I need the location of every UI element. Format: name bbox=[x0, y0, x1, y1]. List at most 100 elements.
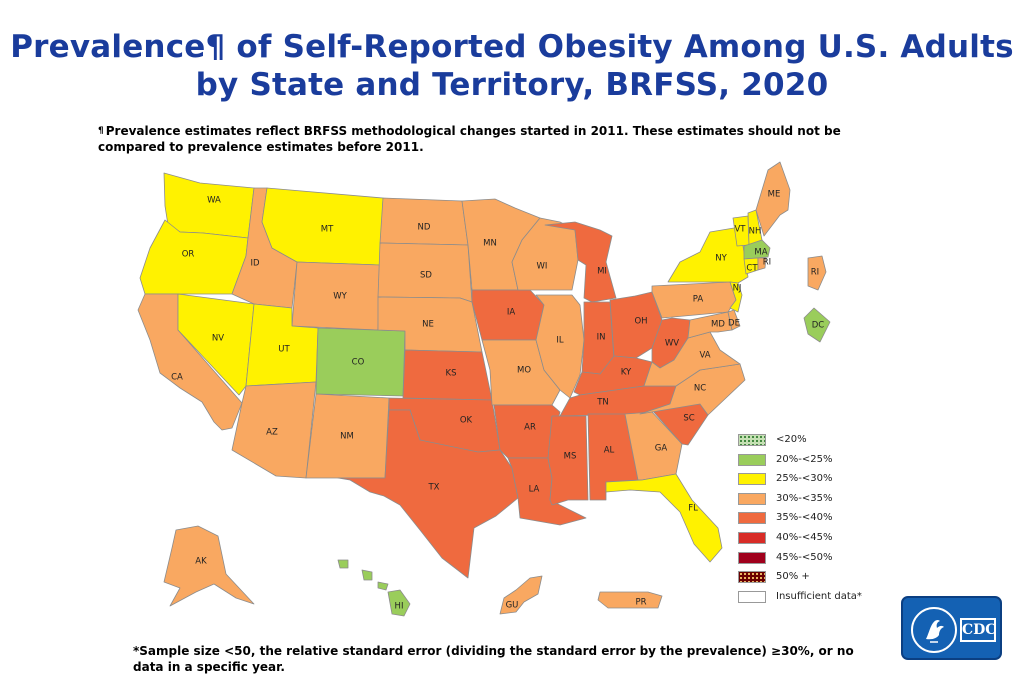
state-wa[interactable] bbox=[163, 172, 255, 239]
state-ak[interactable] bbox=[163, 525, 255, 607]
state-nd[interactable] bbox=[379, 197, 469, 246]
label-fl: FL bbox=[688, 504, 698, 514]
hhs-seal-icon bbox=[911, 607, 957, 653]
legend-swatch bbox=[738, 571, 766, 584]
state-ri[interactable] bbox=[757, 257, 767, 271]
state-nv[interactable] bbox=[177, 293, 255, 396]
label-de: DE bbox=[728, 319, 740, 329]
title-line-2: by State and Territory, BRFSS, 2020 bbox=[195, 67, 829, 103]
legend-swatch bbox=[738, 492, 766, 505]
label-ca: CA bbox=[171, 373, 183, 383]
label-sd: SD bbox=[420, 271, 432, 281]
state-hi[interactable] bbox=[387, 589, 411, 617]
legend-label: 40%-<45% bbox=[776, 531, 833, 543]
label-ia: IA bbox=[507, 308, 516, 318]
legend-label: 20%-<25% bbox=[776, 453, 833, 465]
methodology-footnote: ¶ Prevalence estimates reflect BRFSS meth… bbox=[98, 123, 898, 155]
label-ok: OK bbox=[460, 416, 473, 426]
legend-item: <20% bbox=[738, 432, 878, 452]
legend-swatch bbox=[738, 551, 766, 564]
label-mn: MN bbox=[483, 239, 497, 249]
label-ut: UT bbox=[278, 345, 290, 355]
legend-swatch bbox=[738, 434, 766, 446]
label-pa: PA bbox=[693, 295, 704, 305]
state-wi[interactable] bbox=[511, 217, 579, 291]
label-wi: WI bbox=[537, 262, 548, 272]
label-hi: HI bbox=[395, 602, 404, 612]
label-ms: MS bbox=[564, 452, 577, 462]
state-ma[interactable] bbox=[743, 239, 771, 260]
footnote-symbol: ¶ bbox=[98, 126, 104, 136]
legend-item: 35%-<40% bbox=[738, 510, 878, 530]
label-nj: NJ bbox=[733, 284, 742, 294]
label-ak: AK bbox=[195, 557, 207, 567]
cdc-logo: CDC bbox=[901, 596, 1002, 660]
legend-swatch bbox=[738, 590, 766, 603]
legend-item: 40%-<45% bbox=[738, 530, 878, 550]
state-ms[interactable] bbox=[547, 415, 589, 506]
label-la: LA bbox=[529, 485, 540, 495]
label-al: AL bbox=[604, 446, 615, 456]
state-tx[interactable] bbox=[337, 409, 519, 579]
label-vt: VT bbox=[734, 225, 746, 235]
label-va: VA bbox=[699, 351, 710, 361]
us-obesity-map: WA OR CA NV ID MT WY UT CO AZ NM ND SD N… bbox=[137, 161, 831, 617]
footnote-text: Prevalence estimates reflect BRFSS metho… bbox=[98, 124, 841, 154]
label-ks: KS bbox=[446, 369, 457, 379]
eagle-icon bbox=[926, 619, 944, 643]
legend-label: 50% + bbox=[776, 571, 810, 583]
state-de[interactable] bbox=[727, 309, 741, 331]
label-tx: TX bbox=[427, 483, 439, 493]
map-title: Prevalence¶ of Self-Reported Obesity Amo… bbox=[0, 28, 1024, 104]
state-fl[interactable] bbox=[605, 473, 723, 563]
label-nd: ND bbox=[418, 223, 431, 233]
state-va[interactable] bbox=[643, 331, 741, 387]
label-sc: SC bbox=[683, 414, 694, 424]
title-line-1: Prevalence¶ of Self-Reported Obesity Amo… bbox=[10, 29, 1014, 65]
legend-item: 20%-<25% bbox=[738, 452, 878, 472]
label-ne: NE bbox=[422, 320, 434, 330]
legend-swatch bbox=[738, 473, 766, 486]
legend-label: 30%-<35% bbox=[776, 492, 833, 504]
state-ri-inset[interactable] bbox=[807, 255, 827, 291]
state-mi[interactable] bbox=[544, 221, 617, 303]
label-gu: GU bbox=[506, 601, 519, 611]
map-legend: <20% 20%-<25% 25%-<30% 30%-<35% 35%-<40% 40%-… bbox=[738, 432, 878, 608]
label-ri-inset: RI bbox=[811, 268, 819, 278]
legend-item: 45%-<50% bbox=[738, 550, 878, 570]
label-wv: WV bbox=[665, 339, 679, 349]
label-in: IN bbox=[597, 333, 606, 343]
state-dc-inset[interactable] bbox=[803, 307, 831, 343]
label-mo: MO bbox=[517, 366, 531, 376]
state-az[interactable] bbox=[231, 381, 317, 479]
label-pr: PR bbox=[635, 598, 646, 608]
label-tn: TN bbox=[596, 398, 609, 408]
legend-item: 30%-<35% bbox=[738, 491, 878, 511]
label-nc: NC bbox=[694, 384, 706, 394]
state-hi-island-2[interactable] bbox=[361, 569, 373, 581]
label-md: MD bbox=[711, 320, 725, 330]
legend-item: Insufficient data* bbox=[738, 589, 878, 609]
label-mt: MT bbox=[321, 225, 334, 235]
state-me[interactable] bbox=[755, 161, 791, 237]
insufficient-data-note: *Sample size <50, the relative standard … bbox=[133, 644, 854, 674]
cdc-wordmark: CDC bbox=[960, 618, 996, 642]
legend-item: 50% + bbox=[738, 569, 878, 589]
legend-swatch bbox=[738, 531, 766, 544]
state-pr[interactable] bbox=[597, 591, 663, 609]
legend-swatch bbox=[738, 453, 766, 466]
label-wy: WY bbox=[333, 292, 347, 302]
legend-label: Insufficient data* bbox=[776, 590, 862, 602]
label-ar: AR bbox=[524, 423, 536, 433]
state-nj[interactable] bbox=[729, 281, 743, 313]
state-gu[interactable] bbox=[499, 575, 543, 615]
label-or: OR bbox=[182, 250, 195, 260]
label-ky: KY bbox=[621, 368, 632, 378]
label-ct: CT bbox=[746, 264, 758, 274]
state-hi-island-4[interactable] bbox=[377, 581, 389, 591]
legend-swatch bbox=[738, 512, 766, 525]
legend-label: 45%-<50% bbox=[776, 551, 833, 563]
label-id: ID bbox=[250, 259, 260, 269]
state-hi-island-3[interactable] bbox=[337, 559, 349, 569]
label-co: CO bbox=[352, 358, 365, 368]
